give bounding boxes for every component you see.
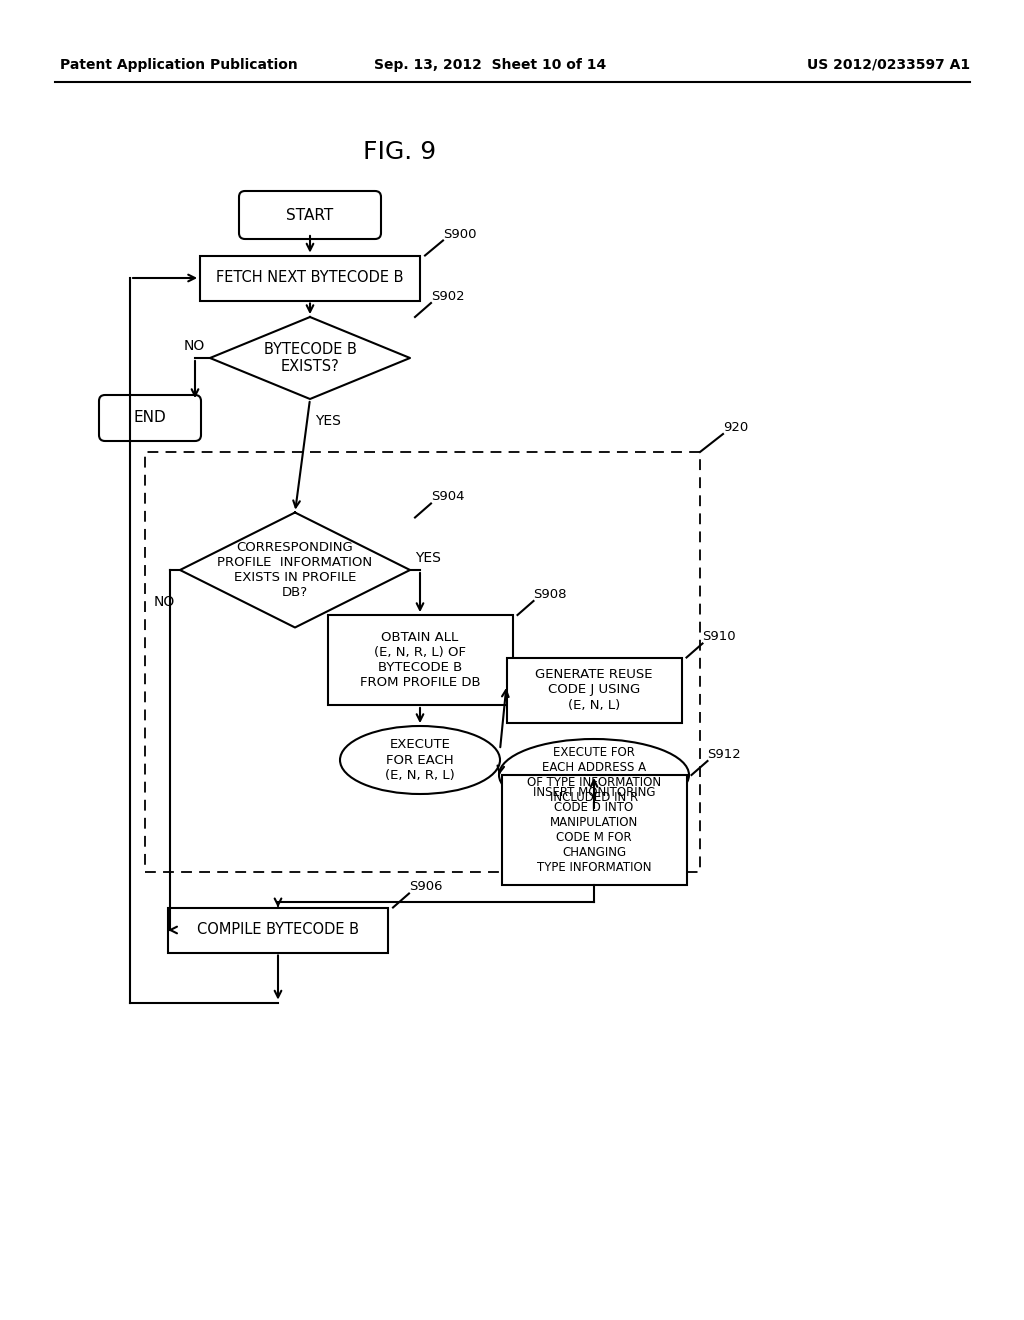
Text: YES: YES [415,550,441,565]
Text: S912: S912 [708,748,741,762]
Text: START: START [287,207,334,223]
Text: S906: S906 [409,880,442,894]
Text: 920: 920 [723,421,749,434]
Text: FETCH NEXT BYTECODE B: FETCH NEXT BYTECODE B [216,271,403,285]
Text: END: END [133,411,166,425]
Bar [328,615,512,705]
Text: EXECUTE FOR
EACH ADDRESS A
OF TYPE INFORMATION
INCLUDED IN R: EXECUTE FOR EACH ADDRESS A OF TYPE INFOR… [527,746,662,804]
FancyBboxPatch shape [99,395,201,441]
Bar [507,657,682,722]
Text: NO: NO [154,595,175,609]
Text: OBTAIN ALL
(E, N, R, L) OF
BYTECODE B
FROM PROFILE DB: OBTAIN ALL (E, N, R, L) OF BYTECODE B FR… [359,631,480,689]
Bar [168,908,388,953]
Bar [145,451,700,873]
Bar [502,775,686,884]
Text: S908: S908 [534,587,567,601]
Text: INSERT MONITORING
CODE D INTO
MANIPULATION
CODE M FOR
CHANGING
TYPE INFORMATION: INSERT MONITORING CODE D INTO MANIPULATI… [532,785,655,874]
Polygon shape [210,317,410,399]
Polygon shape [180,512,410,627]
Text: BYTECODE B
EXISTS?: BYTECODE B EXISTS? [263,342,356,374]
Text: YES: YES [315,414,341,428]
Text: COMPILE BYTECODE B: COMPILE BYTECODE B [197,923,359,937]
Text: S910: S910 [702,631,736,644]
Text: FIG. 9: FIG. 9 [364,140,436,164]
Text: NO: NO [183,339,205,352]
Text: Sep. 13, 2012  Sheet 10 of 14: Sep. 13, 2012 Sheet 10 of 14 [374,58,606,73]
Text: GENERATE REUSE
CODE J USING
(E, N, L): GENERATE REUSE CODE J USING (E, N, L) [536,668,652,711]
Ellipse shape [499,739,689,810]
FancyBboxPatch shape [239,191,381,239]
Text: EXECUTE
FOR EACH
(E, N, R, L): EXECUTE FOR EACH (E, N, R, L) [385,738,455,781]
Text: US 2012/0233597 A1: US 2012/0233597 A1 [807,58,970,73]
Text: S904: S904 [431,491,465,503]
Text: S902: S902 [431,290,465,304]
Text: Patent Application Publication: Patent Application Publication [60,58,298,73]
Bar [200,256,420,301]
Text: S900: S900 [443,227,476,240]
Ellipse shape [340,726,500,795]
Text: CORRESPONDING
PROFILE  INFORMATION
EXISTS IN PROFILE
DB?: CORRESPONDING PROFILE INFORMATION EXISTS… [217,541,373,599]
